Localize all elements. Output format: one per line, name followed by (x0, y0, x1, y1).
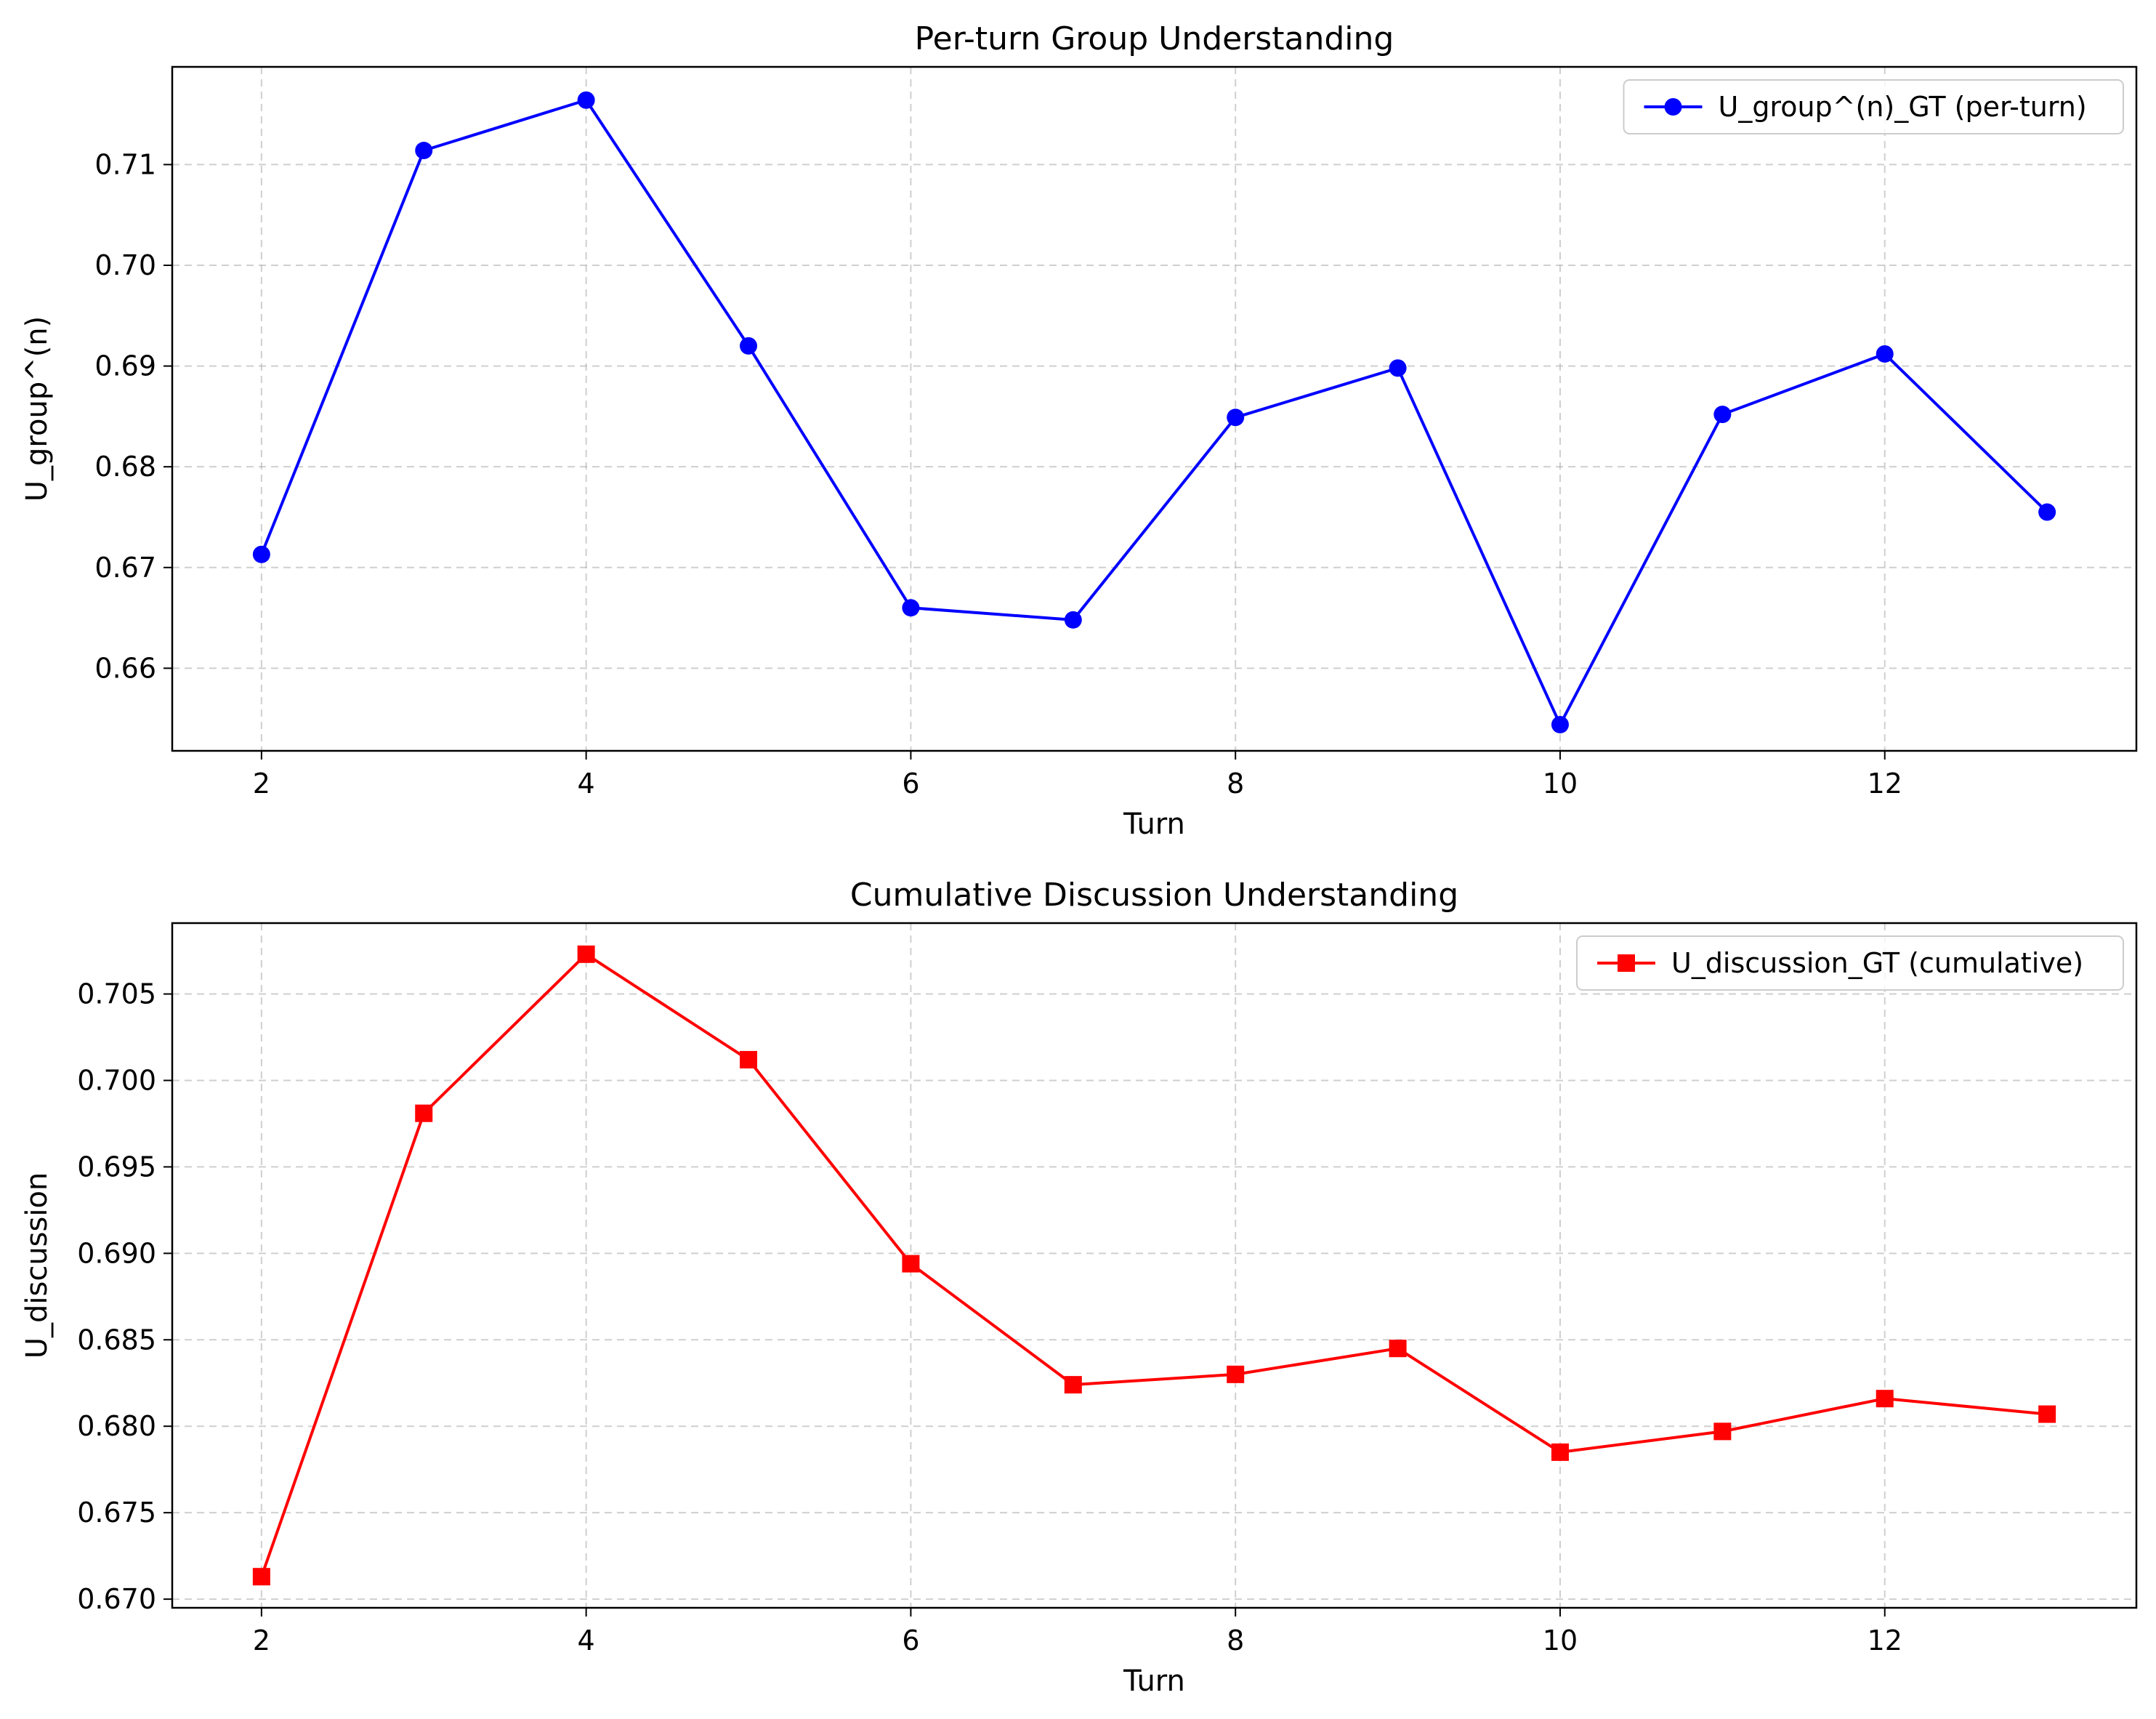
chart-2-data-point (1064, 1376, 1082, 1394)
chart-1-legend: U_group^(n)_GT (per-turn) (1623, 79, 2124, 134)
chart-2-data-point (1551, 1443, 1569, 1461)
chart-1-title: Per-turn Group Understanding (915, 20, 1394, 57)
chart-2-y-tick-label: 0.670 (77, 1583, 156, 1615)
chart-1-data-point (577, 91, 595, 109)
chart-2-x-tick-label: 10 (1543, 1625, 1578, 1656)
chart-1-data-point (740, 337, 758, 355)
chart-1-y-axis-label: U_group^(n) (20, 316, 54, 502)
chart-2-y-tick-label: 0.695 (77, 1151, 156, 1183)
chart-2-data-point (902, 1255, 920, 1273)
chart-1-data-point (1876, 345, 1894, 363)
chart-2-data-point (740, 1050, 758, 1068)
chart-2-y-tick-label: 0.675 (77, 1497, 156, 1529)
chart-1-legend-marker (1664, 98, 1682, 116)
chart-2-title: Cumulative Discussion Understanding (850, 877, 1458, 914)
chart-2-data-point (1389, 1340, 1407, 1358)
chart-1-x-tick-label: 6 (902, 768, 919, 800)
chart-1-legend-label: U_group^(n)_GT (per-turn) (1719, 91, 2087, 123)
chart-2-legend-marker (1618, 954, 1635, 972)
chart-2-x-tick-label: 8 (1227, 1625, 1244, 1656)
chart-1-x-tick-label: 2 (253, 768, 270, 800)
chart-2-y-tick-label: 0.685 (77, 1324, 156, 1356)
chart-2-y-tick-label: 0.680 (77, 1410, 156, 1442)
chart-1-data-point (1389, 359, 1407, 377)
chart-2: 2 4 6 8 10 12 0.670 0.675 0.680 0.685 0.690 0.695 0.… (20, 877, 2138, 1698)
chart-2-data-point (577, 945, 595, 963)
chart-1-y-tick-label: 0.66 (94, 652, 156, 684)
chart-2-data-point (1227, 1365, 1245, 1383)
chart-1-data-point (1064, 611, 1082, 629)
chart-2-legend: U_discussion_GT (cumulative) (1576, 935, 2124, 991)
chart-2-y-axis-label: U_discussion (20, 1172, 54, 1359)
chart-1-x-tick-label: 10 (1543, 768, 1578, 800)
chart-1-data-point (252, 545, 270, 563)
chart-2-x-tick-label: 6 (902, 1625, 919, 1656)
chart-1-data-point (1551, 715, 1569, 733)
chart-1-data-point (1227, 408, 1245, 427)
chart-1-x-tick-label: 12 (1868, 768, 1902, 800)
chart-2-data-point (415, 1104, 433, 1122)
chart-1-y-tick-label: 0.70 (94, 249, 156, 281)
chart-1-legend-box (1623, 79, 2124, 134)
chart-1-axes-frame (171, 65, 2138, 752)
chart-1-x-axis-label: Turn (1123, 808, 1185, 841)
chart-1-y-tick-label: 0.69 (94, 350, 156, 382)
chart-2-y-tick-label: 0.690 (77, 1237, 156, 1269)
chart-2-data-point (2038, 1405, 2056, 1423)
chart-1-y-tick-label: 0.68 (94, 451, 156, 483)
chart-2-data-point (1713, 1422, 1732, 1441)
chart-2-data-point (1876, 1390, 1894, 1408)
chart-2-x-tick-label: 2 (253, 1625, 270, 1656)
chart-1-data-point (415, 142, 433, 160)
chart-1-x-tick-label: 8 (1227, 768, 1244, 800)
chart-2-series-line (259, 952, 2048, 1577)
chart-1-data-point (902, 599, 920, 617)
chart-2-axes-frame (171, 922, 2138, 1609)
chart-2-x-tick-label: 12 (1868, 1625, 1902, 1656)
chart-1-y-tick-label: 0.71 (94, 148, 156, 180)
chart-1-series-line (260, 98, 2048, 726)
chart-1-y-tick-label: 0.67 (94, 552, 156, 584)
chart-2-y-tick-label: 0.700 (77, 1064, 156, 1096)
chart-2-y-tick-label: 0.705 (77, 978, 156, 1010)
chart-1-x-tick-label: 4 (578, 768, 595, 800)
chart-1-data-point (1713, 406, 1732, 424)
chart-1-data-point (2038, 503, 2056, 521)
chart-2-legend-label: U_discussion_GT (cumulative) (1671, 947, 2083, 979)
chart-2-data-point (252, 1568, 270, 1586)
chart-2-x-tick-label: 4 (578, 1625, 595, 1656)
chart-2-x-axis-label: Turn (1123, 1664, 1185, 1698)
chart-1: 2 4 6 8 10 12 0.66 0.67 0.68 0.69 0.70 0.71 Per-turn… (20, 20, 2138, 841)
chart-2-legend-box (1576, 935, 2124, 991)
